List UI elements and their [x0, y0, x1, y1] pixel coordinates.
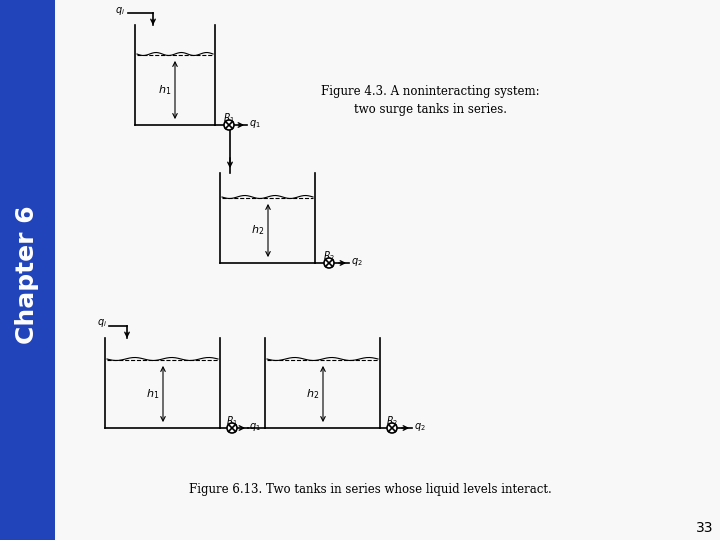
Text: $h_1$: $h_1$ — [146, 387, 160, 401]
Text: $q_i$: $q_i$ — [97, 317, 107, 329]
Text: Figure 6.13. Two tanks in series whose liquid levels interact.: Figure 6.13. Two tanks in series whose l… — [189, 483, 552, 496]
Text: $R_1$: $R_1$ — [222, 111, 235, 125]
Text: $h_1$: $h_1$ — [158, 83, 171, 97]
Text: $q_2$: $q_2$ — [414, 421, 426, 433]
Text: $q_i$: $q_i$ — [115, 5, 125, 17]
Text: $h_2$: $h_2$ — [251, 224, 264, 238]
Text: 33: 33 — [696, 521, 714, 535]
Text: $R_2$: $R_2$ — [386, 414, 398, 428]
Text: Chapter 6: Chapter 6 — [15, 206, 39, 345]
Text: $R_2$: $R_2$ — [323, 249, 336, 263]
Circle shape — [224, 120, 234, 130]
Text: $R_1$: $R_1$ — [226, 414, 238, 428]
Circle shape — [387, 423, 397, 433]
Text: $q_2$: $q_2$ — [351, 256, 363, 268]
Text: $h_2$: $h_2$ — [307, 387, 320, 401]
Text: $q_1$: $q_1$ — [249, 421, 261, 433]
Circle shape — [227, 423, 237, 433]
Bar — [0, 0, 55, 540]
Text: $q_1$: $q_1$ — [249, 118, 261, 130]
Circle shape — [324, 258, 334, 268]
Text: Figure 4.3. A noninteracting system:
two surge tanks in series.: Figure 4.3. A noninteracting system: two… — [320, 84, 539, 116]
